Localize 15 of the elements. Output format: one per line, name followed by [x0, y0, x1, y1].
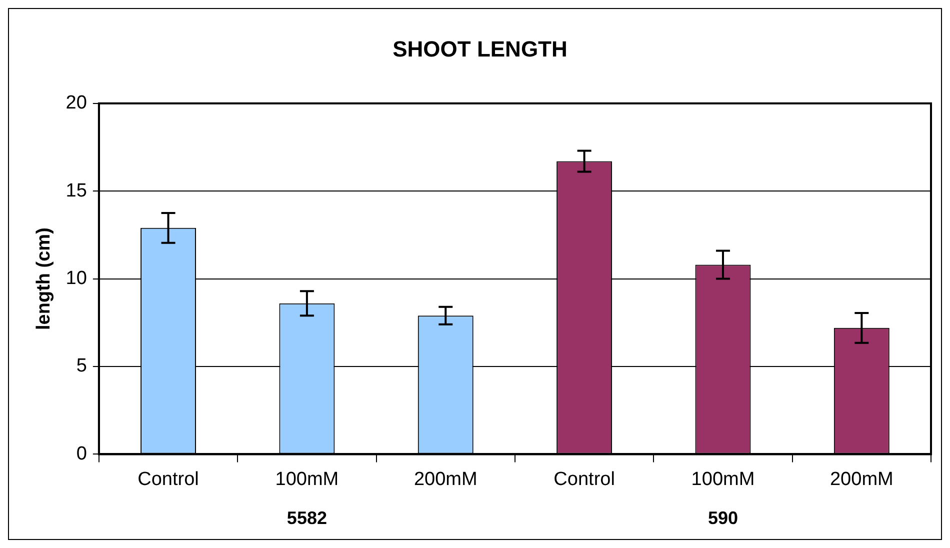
x-tick-label: 100mM [691, 468, 755, 490]
text: 5582 [286, 508, 327, 528]
x-tick-label: 100mM [275, 468, 339, 490]
x-tick-label: Control [554, 468, 615, 490]
chart-title: SHOOT LENGTH [392, 36, 568, 62]
x-tick-label: Control [138, 468, 199, 490]
y-tick-label: 10 [66, 268, 87, 290]
y-tick-label: 0 [76, 443, 87, 464]
x-tick-label: 200mM [830, 468, 894, 490]
x-tick-label: 200mM [414, 468, 478, 490]
y-tick-label: 15 [66, 180, 87, 202]
y-axis-title: length (cm) [34, 228, 55, 330]
text: 590 [708, 508, 738, 528]
y-tick-label: 20 [66, 92, 87, 114]
y-tick-label: 5 [76, 356, 87, 377]
